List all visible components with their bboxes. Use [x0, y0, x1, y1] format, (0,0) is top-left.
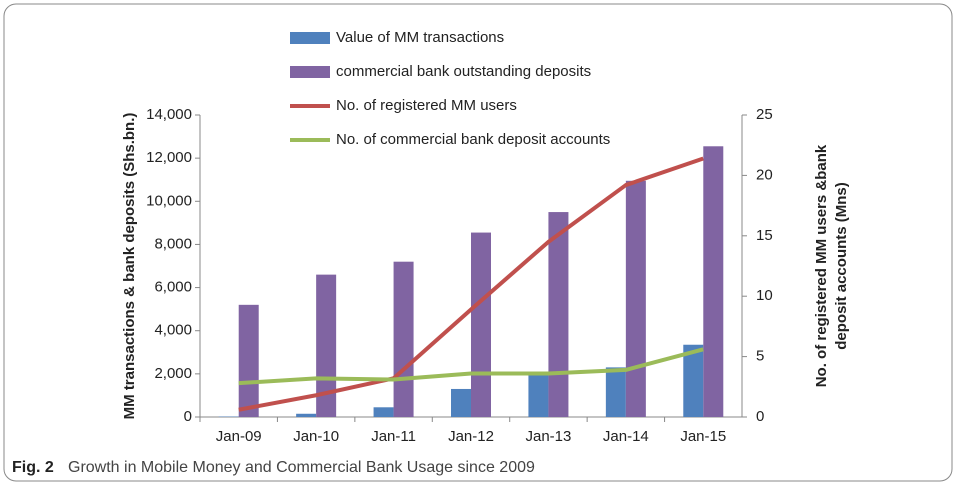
y-tick-label: 14,000 [146, 106, 192, 123]
x-tick-label: Jan-09 [216, 428, 262, 445]
y-tick-label: 10,000 [146, 192, 192, 209]
bar [528, 374, 548, 417]
y2-axis-label: No. of registered MM users &bank [813, 144, 830, 387]
bar [296, 414, 316, 417]
y-tick-label: 4,000 [154, 322, 192, 339]
bar [374, 407, 394, 417]
x-tick-label: Jan-10 [293, 428, 339, 445]
bar [451, 389, 471, 417]
y-tick-label: 0 [184, 408, 192, 425]
y2-tick-label: 10 [756, 287, 773, 304]
y-tick-label: 8,000 [154, 235, 192, 252]
y-tick-label: 6,000 [154, 279, 192, 296]
x-tick-label: Jan-14 [603, 428, 649, 445]
y2-tick-label: 0 [756, 408, 764, 425]
y2-tick-label: 5 [756, 348, 764, 365]
x-tick-label: Jan-13 [525, 428, 571, 445]
bar [703, 146, 723, 417]
caption-label: Fig. 2 [12, 459, 54, 476]
bar [626, 181, 646, 417]
bar [239, 305, 259, 417]
bar [606, 367, 626, 417]
x-tick-label: Jan-15 [680, 428, 726, 445]
x-tick-label: Jan-11 [371, 428, 416, 445]
legend-swatch [290, 66, 330, 78]
bar [394, 262, 414, 417]
bar [548, 212, 568, 417]
y-tick-label: 2,000 [154, 365, 192, 382]
bar [471, 233, 491, 417]
legend-label: No. of registered MM users [336, 97, 517, 114]
y2-axis-label: deposit accounts (Mns) [833, 182, 850, 350]
caption-text: Growth in Mobile Money and Commercial Ba… [68, 459, 535, 476]
y2-tick-label: 20 [756, 166, 773, 183]
y2-tick-label: 15 [756, 227, 773, 244]
y-axis-label: MM transactions & bank deposits (Shs.bn.… [121, 113, 138, 420]
legend-label: No. of commercial bank deposit accounts [336, 131, 610, 148]
legend-swatch [290, 32, 330, 44]
legend-label: Value of MM transactions [336, 29, 504, 46]
y-tick-label: 12,000 [146, 149, 192, 166]
legend-label: commercial bank outstanding deposits [336, 63, 591, 80]
y2-tick-label: 25 [756, 106, 773, 123]
x-tick-label: Jan-12 [448, 428, 494, 445]
